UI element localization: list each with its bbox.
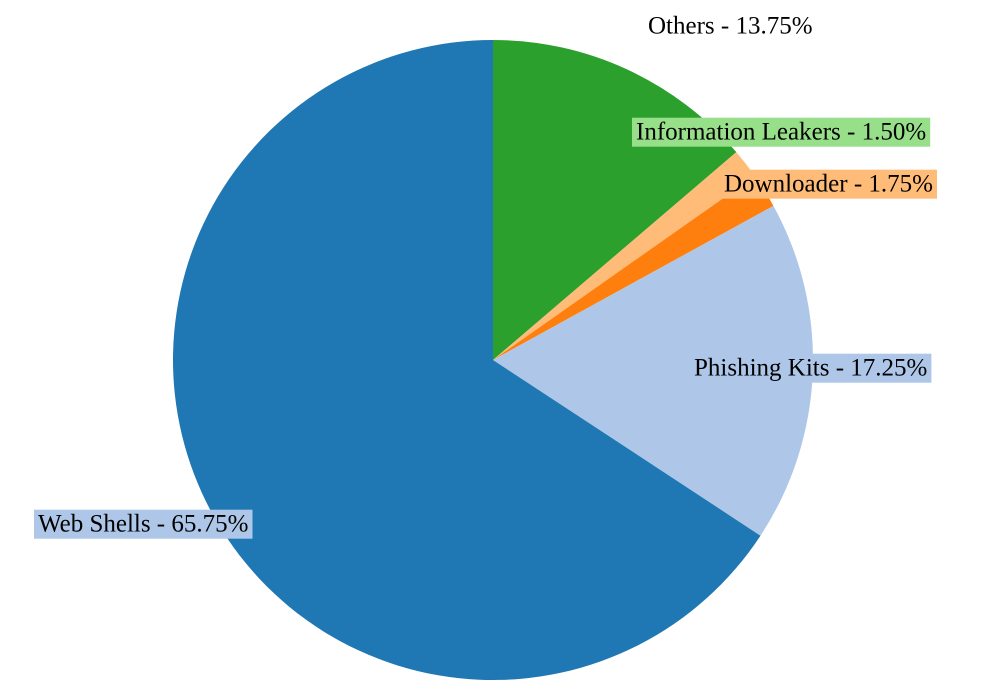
- pie-slice-web-shells[interactable]: [173, 40, 761, 681]
- pie-slice-information-leakers[interactable]: [493, 152, 755, 360]
- pie-label-group-information-leakers: Information Leakers - 1.50%: [632, 117, 931, 147]
- pie-label-web-shells: Web Shells - 65.75%: [38, 511, 248, 538]
- pie-label-background: [34, 509, 253, 539]
- pie-label-others: Others - 13.75%: [648, 13, 813, 40]
- pie-label-background: [632, 117, 931, 147]
- pie-slices: [173, 40, 814, 681]
- pie-label-phishing-kits: Phishing Kits - 17.25%: [694, 355, 927, 382]
- pie-label-information-leakers: Information Leakers - 1.50%: [636, 119, 926, 146]
- pie-label-group-others: Others - 13.75%: [644, 11, 817, 41]
- pie-slice-phishing-kits[interactable]: [493, 205, 814, 536]
- pie-slice-downloader[interactable]: [493, 176, 774, 360]
- pie-label-group-downloader: Downloader - 1.75%: [720, 169, 937, 199]
- pie-label-group-web-shells: Web Shells - 65.75%: [34, 509, 253, 539]
- pie-label-background: [690, 353, 932, 383]
- pie-label-background: [644, 11, 817, 41]
- pie-label-downloader: Downloader - 1.75%: [724, 171, 933, 198]
- pie-labels: Others - 13.75% Information Leakers - 1.5…: [34, 11, 937, 539]
- pie-label-group-phishing-kits: Phishing Kits - 17.25%: [690, 353, 932, 383]
- pie-label-background: [720, 169, 937, 199]
